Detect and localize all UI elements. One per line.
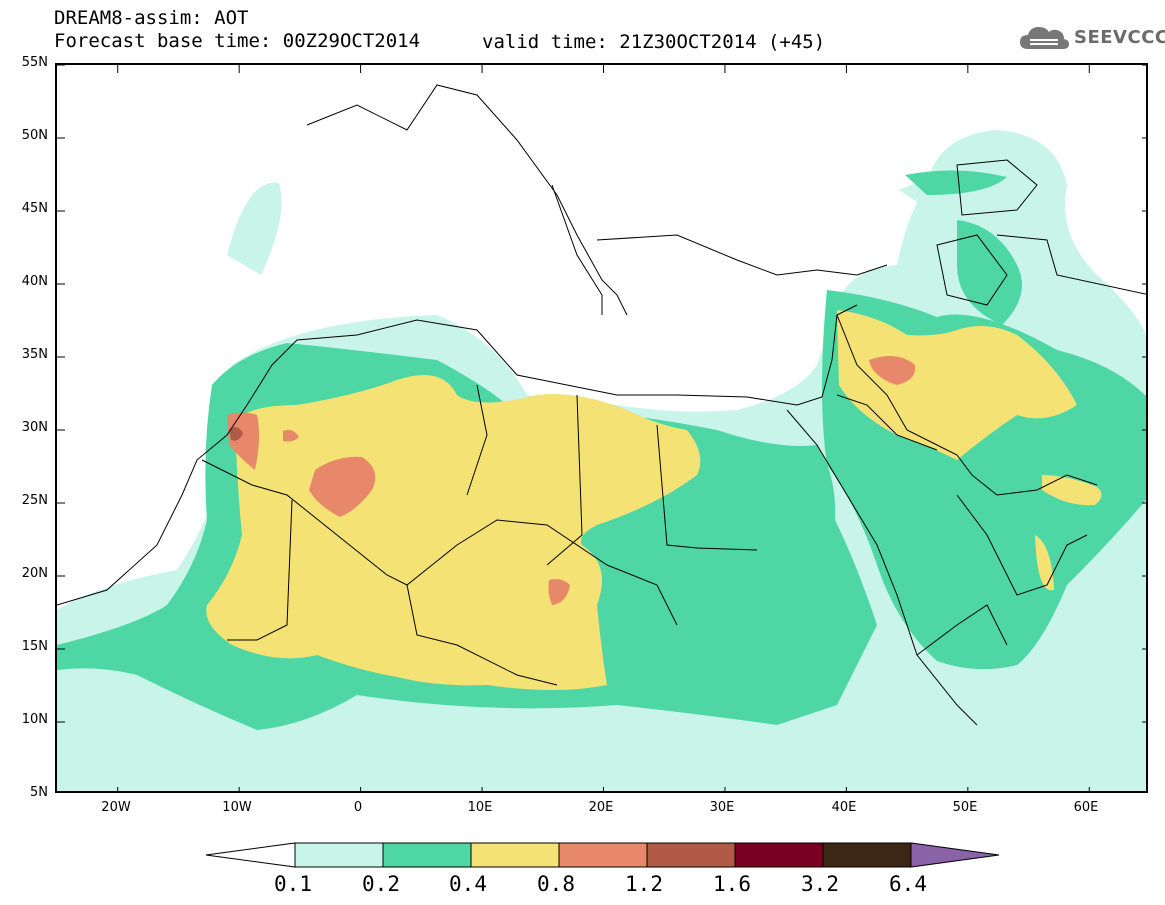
aot-0.8-layer (227, 356, 916, 605)
aot-1.2-layer (229, 427, 243, 441)
lon-label: 60E (1073, 800, 1099, 815)
colorbar-segment (205, 842, 296, 868)
lat-label: 45N (21, 201, 48, 216)
lat-label: 50N (21, 128, 48, 143)
colorbar-label: 6.4 (889, 872, 927, 896)
coastlines (57, 84, 1098, 726)
aot-0.4-layer (206, 310, 1102, 690)
lat-label: 40N (21, 274, 48, 289)
colorbar-segment (910, 842, 1000, 868)
colorbar-segment (646, 842, 736, 868)
colorbar-label: 1.2 (625, 872, 663, 896)
lon-label: 10W (222, 800, 252, 815)
colorbar-segment (294, 842, 384, 868)
lon-label: 40E (831, 800, 857, 815)
logo-text: SEEVCCC (1074, 26, 1165, 48)
lon-label: 20E (588, 800, 614, 815)
lat-label: 10N (21, 712, 48, 727)
map-canvas (57, 65, 1146, 791)
colorbar-segment (470, 842, 560, 868)
colorbar-segment (734, 842, 824, 868)
lat-label: 20N (21, 566, 48, 581)
lat-label: 55N (21, 55, 48, 70)
colorbar-segment (382, 842, 472, 868)
lat-label: 5N (30, 785, 48, 800)
lon-label: 20W (101, 800, 131, 815)
lon-label: 0 (353, 800, 363, 815)
colorbar-label: 1.6 (713, 872, 751, 896)
lat-label: 35N (21, 347, 48, 362)
colorbar-label: 0.1 (274, 872, 312, 896)
colorbar-segment (822, 842, 912, 868)
lon-label: 30E (709, 800, 735, 815)
color-bar (205, 842, 1000, 868)
country-borders (201, 234, 1146, 686)
seevccc-logo: SEEVCCC (1018, 22, 1165, 52)
colorbar-label: 0.4 (449, 872, 487, 896)
lon-label: 10E (467, 800, 493, 815)
lat-label: 30N (21, 420, 48, 435)
colorbar-segment (558, 842, 648, 868)
forecast-base-time: Forecast base time: 00Z29OCT2014 (54, 30, 421, 52)
lat-label: 15N (21, 639, 48, 654)
map-title: DREAM8-assim: AOT (54, 7, 249, 29)
colorbar-label: 0.2 (362, 872, 400, 896)
valid-time: valid time: 21Z30OCT2014 (+45) (482, 31, 826, 53)
lon-label: 50E (952, 800, 978, 815)
colorbar-label: 0.8 (537, 872, 575, 896)
tick-marks (57, 65, 1146, 791)
cloud-icon (1020, 27, 1069, 49)
colorbar-label: 3.2 (801, 872, 839, 896)
lat-label: 25N (21, 493, 48, 508)
aot-map (55, 63, 1148, 793)
